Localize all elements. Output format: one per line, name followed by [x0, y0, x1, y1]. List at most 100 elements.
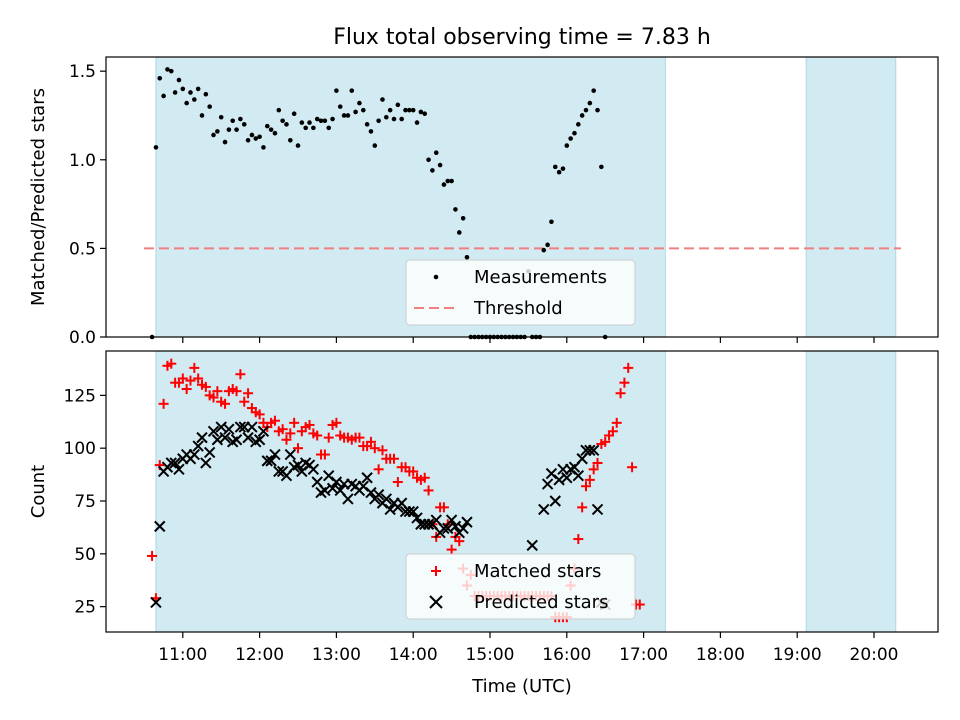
matched-star-point — [581, 481, 591, 492]
measurement-point — [299, 120, 305, 125]
measurement-point — [426, 157, 431, 163]
predicted-star-point — [169, 457, 181, 469]
matched-star-point — [577, 502, 588, 513]
measurement-point — [195, 86, 201, 92]
measurement-point — [330, 116, 335, 122]
predicted-star-point — [541, 478, 554, 490]
predicted-star-point — [591, 503, 604, 516]
predicted-star-point — [538, 503, 550, 516]
measurement-point — [284, 122, 289, 127]
measurement-point — [192, 97, 197, 102]
measurement-point — [230, 118, 236, 124]
matched-star-point — [147, 550, 158, 561]
predicted-star-point — [549, 495, 561, 507]
top-axes-frame — [105, 56, 939, 338]
measurement-point — [433, 150, 439, 155]
measurement-point — [334, 88, 339, 93]
matched-star-point — [231, 386, 242, 397]
matched-star-point — [365, 436, 376, 447]
measurement-point — [161, 93, 166, 99]
x-tick-label: 12:00 — [235, 645, 284, 665]
matched-star-point — [611, 417, 622, 428]
matched-star-point — [423, 485, 434, 496]
measurement-point — [430, 168, 435, 173]
top-observing-interval-2 — [805, 56, 897, 338]
measurement-point — [357, 100, 362, 106]
matched-star-point — [623, 362, 634, 373]
measurement-point — [218, 114, 224, 120]
matched-star-point — [281, 434, 292, 445]
legend-box — [405, 259, 636, 326]
measurement-point — [280, 118, 285, 124]
y-tick-label: 1.0 — [69, 151, 96, 171]
predicted-star-point — [234, 421, 247, 433]
predicted-star-point — [223, 423, 235, 435]
measurement-point — [545, 242, 550, 248]
matched-star-point — [369, 443, 380, 454]
measurement-point — [422, 111, 428, 117]
measurement-point — [226, 127, 232, 132]
legend-label: Predicted stars — [474, 592, 608, 613]
predicted-star-point — [457, 522, 469, 535]
measurement-point — [583, 107, 589, 113]
predicted-star-point — [265, 455, 277, 467]
matched-star-point — [573, 534, 584, 545]
y-tick-label: 25 — [74, 598, 96, 618]
measurement-point — [380, 97, 385, 102]
measurement-point — [576, 122, 581, 127]
matched-star-point — [323, 432, 334, 443]
measurement-point — [591, 88, 596, 93]
measurement-point — [322, 118, 328, 124]
x-tick-label: 15:00 — [466, 645, 515, 665]
matched-star-point — [269, 415, 280, 426]
measurement-point — [165, 67, 170, 72]
predicted-star-point — [380, 493, 393, 505]
predicted-star-point — [307, 463, 320, 476]
measurement-point — [295, 143, 301, 148]
legend-marker-measurements — [433, 274, 439, 280]
y-tick-label: 100 — [64, 439, 96, 459]
measurement-point — [326, 125, 332, 131]
measurement-point — [418, 109, 424, 115]
matched-star-point — [312, 430, 323, 441]
measurement-point — [180, 86, 186, 92]
measurement-point — [172, 90, 178, 95]
matched-star-point — [304, 419, 315, 430]
measurement-point — [387, 107, 393, 113]
measurement-point — [541, 247, 547, 253]
legend-label: Threshold — [473, 298, 563, 319]
predicted-star-point — [273, 465, 285, 478]
measurement-point — [572, 130, 577, 136]
predicted-star-point — [284, 448, 297, 461]
x-tick-label: 17:00 — [619, 645, 668, 665]
measurement-point — [157, 75, 163, 81]
predicted-star-point — [407, 505, 419, 518]
measurement-point — [222, 139, 228, 145]
predicted-star-point — [372, 488, 385, 501]
measurement-point — [579, 113, 585, 118]
measurement-point — [395, 102, 401, 108]
matched-star-point — [588, 464, 599, 475]
matched-star-point — [454, 536, 465, 547]
measurement-point — [564, 143, 570, 148]
predicted-star-point — [253, 434, 266, 446]
y-tick-label: 1.5 — [69, 62, 96, 82]
predicted-star-point — [196, 431, 208, 444]
predicted-star-point — [219, 431, 231, 444]
matched-star-point — [181, 384, 192, 395]
matched-star-point — [389, 453, 399, 464]
matched-star-point — [239, 396, 250, 407]
predicted-star-point — [561, 472, 573, 484]
measurement-point — [311, 125, 316, 131]
predicted-star-point — [154, 520, 166, 533]
matched-star-point — [446, 544, 457, 555]
legend-label: Measurements — [474, 267, 607, 288]
measurement-point — [353, 109, 358, 115]
measurement-point — [188, 90, 193, 95]
matched-star-point — [319, 449, 330, 460]
predicted-star-point — [150, 596, 162, 609]
predicted-star-point — [246, 421, 258, 433]
matched-star-point — [185, 375, 196, 386]
matched-star-point — [158, 398, 169, 409]
